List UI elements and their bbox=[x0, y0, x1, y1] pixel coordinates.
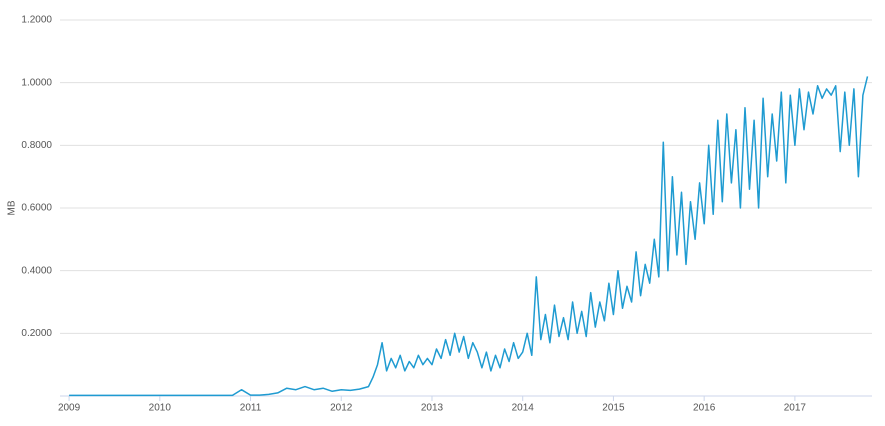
x-tick-label: 2013 bbox=[421, 403, 444, 414]
y-tick-label: 0.6000 bbox=[21, 203, 52, 214]
data-line bbox=[69, 76, 869, 397]
x-tick-label: 2014 bbox=[512, 403, 535, 414]
x-tick-label: 2010 bbox=[149, 403, 172, 414]
x-tick-label: 2011 bbox=[240, 403, 262, 414]
x-tick-label: 2009 bbox=[58, 403, 81, 414]
y-tick-label: 1.2000 bbox=[21, 15, 52, 26]
x-tick-label: 2012 bbox=[330, 403, 353, 414]
y-axis-label: MB bbox=[7, 200, 18, 215]
y-tick-label: 0.4000 bbox=[21, 265, 52, 276]
x-tick-label: 2015 bbox=[602, 403, 625, 414]
y-tick-label: 0.8000 bbox=[21, 140, 52, 151]
y-tick-label: 1.0000 bbox=[21, 77, 52, 88]
x-tick-label: 2017 bbox=[784, 403, 807, 414]
x-tick-label: 2016 bbox=[693, 403, 716, 414]
y-tick-label: 0.2000 bbox=[21, 328, 52, 339]
